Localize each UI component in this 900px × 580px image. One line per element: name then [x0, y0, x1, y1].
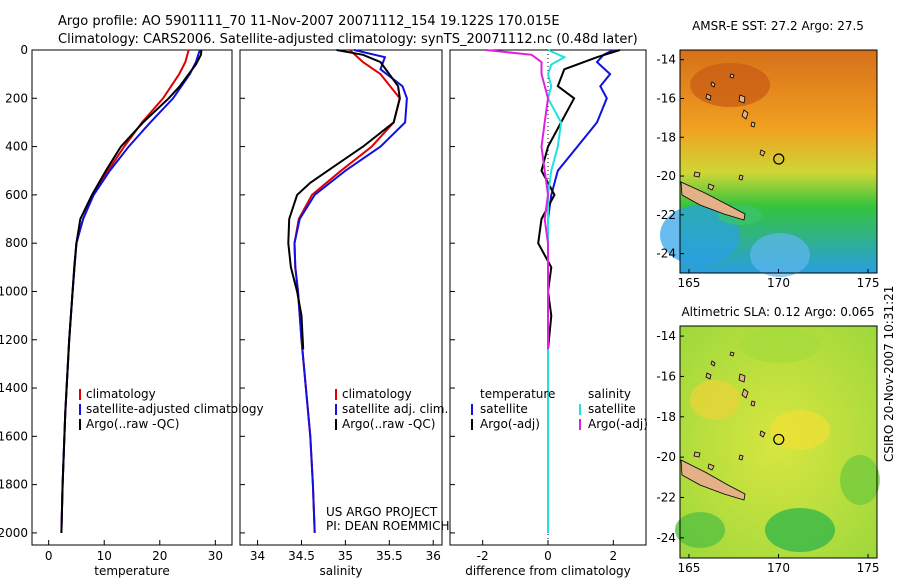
sst-profile-location-marker — [773, 153, 785, 165]
legend-entry: satellite adj. clim. — [342, 402, 448, 416]
sst-map-title: AMSR-E SST: 27.2 Argo: 27.5 — [692, 19, 864, 33]
salinity-series-black-line — [287, 49, 401, 350]
x-tick-label: 0 — [45, 549, 53, 563]
sst-map: AMSR-E SST: 27.2 Argo: 27.5 — [656, 19, 879, 290]
map-y-tick-label: -22 — [656, 490, 676, 504]
map-y-tick-label: -24 — [656, 247, 676, 261]
map-x-tick-label: 175 — [857, 561, 880, 575]
map-y-tick-label: -18 — [656, 130, 676, 144]
sla-profile-location-marker — [773, 433, 785, 446]
sst-map-field — [660, 50, 877, 277]
x-tick-label: 35 — [338, 549, 353, 563]
map-y-tick-label: -14 — [656, 329, 676, 343]
x-tick-label: 34 — [250, 549, 265, 563]
map-y-tick-label: -16 — [656, 369, 676, 383]
y-tick-label: 600 — [5, 188, 28, 202]
legend-entry: Argo(..raw -QC) — [342, 417, 435, 431]
x-tick-label: 2 — [610, 549, 618, 563]
y-tick-label: 1200 — [0, 333, 28, 347]
difference-series-cyan-line — [546, 49, 567, 533]
x-tick-label: 20 — [152, 549, 167, 563]
legend-entry: Argo(-adj) — [588, 417, 648, 431]
map-y-tick-label: -20 — [656, 169, 676, 183]
map-y-tick-label: -14 — [656, 53, 676, 67]
sla-map-field — [675, 326, 880, 558]
temperature-axes-frame — [31, 49, 233, 546]
salinity-series-red-line — [293, 49, 401, 533]
sla-map-land — [680, 351, 766, 501]
legend-header: temperature — [480, 387, 555, 401]
x-tick-label: 0 — [544, 549, 552, 563]
salinity-series-blue-line — [293, 49, 408, 533]
legend-entry: climatology — [342, 387, 412, 401]
map-y-tick-label: -24 — [656, 531, 676, 545]
map-x-tick-label: 170 — [767, 276, 790, 290]
legend-entry: Argo(-adj) — [480, 417, 540, 431]
difference-series-black-line — [537, 49, 621, 350]
temperature-x-axis-label: temperature — [94, 564, 169, 578]
map-x-tick-label: 165 — [678, 561, 701, 575]
y-tick-label: 0 — [20, 43, 28, 57]
y-tick-label: 800 — [5, 236, 28, 250]
difference-x-axis-label: difference from climatology — [465, 564, 631, 578]
sst-map-land — [680, 73, 766, 221]
map-x-tick-label: 170 — [767, 561, 790, 575]
temperature-series-black-line — [60, 49, 203, 533]
y-tick-label: 1000 — [0, 284, 28, 298]
project-line-1: US ARGO PROJECT — [326, 505, 438, 519]
legend-entry: satellite-adjusted climatology — [86, 402, 264, 416]
x-tick-label: -2 — [477, 549, 489, 563]
difference-series-magenta-line — [485, 49, 550, 350]
csiro-timestamp-label: CSIRO 20-Nov-2007 10:31:21 — [882, 286, 896, 462]
map-y-tick-label: -22 — [656, 208, 676, 222]
salinity-x-axis-label: salinity — [319, 564, 362, 578]
sla-map-ticks: 165 170 175 -14 -16 -18 -20 -22 -24 — [656, 329, 879, 575]
salinity-axes-frame — [239, 49, 443, 546]
x-tick-label: 30 — [208, 549, 223, 563]
x-tick-label: 10 — [97, 549, 112, 563]
y-tick-label: 1400 — [0, 381, 28, 395]
sst-map-ticks: 165 170 175 -14 -16 -18 -20 -22 -24 — [656, 53, 879, 290]
legend-entry: climatology — [86, 387, 156, 401]
y-tick-label: 400 — [5, 140, 28, 154]
x-tick-label: 34.5 — [288, 549, 315, 563]
y-tick-label: 1800 — [0, 478, 28, 492]
legend-entry: satellite — [480, 402, 528, 416]
x-tick-label: 36 — [426, 549, 441, 563]
legend-header: salinity — [588, 387, 631, 401]
temperature-panel: 0 10 20 30 0 200 400 600 800 1000 1200 1400 1600 1800… — [0, 43, 264, 578]
map-y-tick-label: -18 — [656, 410, 676, 424]
header-line-1: Argo profile: AO 5901111_70 11-Nov-2007 … — [58, 14, 560, 29]
salinity-panel: 34 34.5 35 35.5 36 salinity climatologysatelli… — [239, 49, 448, 578]
legend-entry: Argo(..raw -QC) — [86, 417, 179, 431]
map-y-tick-label: -20 — [656, 450, 676, 464]
map-x-tick-label: 175 — [857, 276, 880, 290]
difference-series-blue-line — [547, 49, 614, 533]
sla-map-title: Altimetric SLA: 0.12 Argo: 0.065 — [681, 305, 874, 319]
temperature-series-blue-line — [60, 49, 201, 533]
map-x-tick-label: 165 — [678, 276, 701, 290]
y-tick-label: 200 — [5, 91, 28, 105]
header-line-2: Climatology: CARS2006. Satellite-adjuste… — [58, 32, 638, 47]
legend-entry: satellite — [588, 402, 636, 416]
x-tick-label: 35.5 — [376, 549, 403, 563]
map-y-tick-label: -16 — [656, 91, 676, 105]
sla-map: Altimetric SLA: 0.12 Argo: 0.065 — [656, 305, 880, 575]
project-line-2: PI: DEAN ROEMMICH — [326, 519, 449, 533]
temperature-series-red-line — [60, 49, 190, 533]
y-tick-label: 1600 — [0, 429, 28, 443]
y-tick-label: 2000 — [0, 526, 28, 540]
